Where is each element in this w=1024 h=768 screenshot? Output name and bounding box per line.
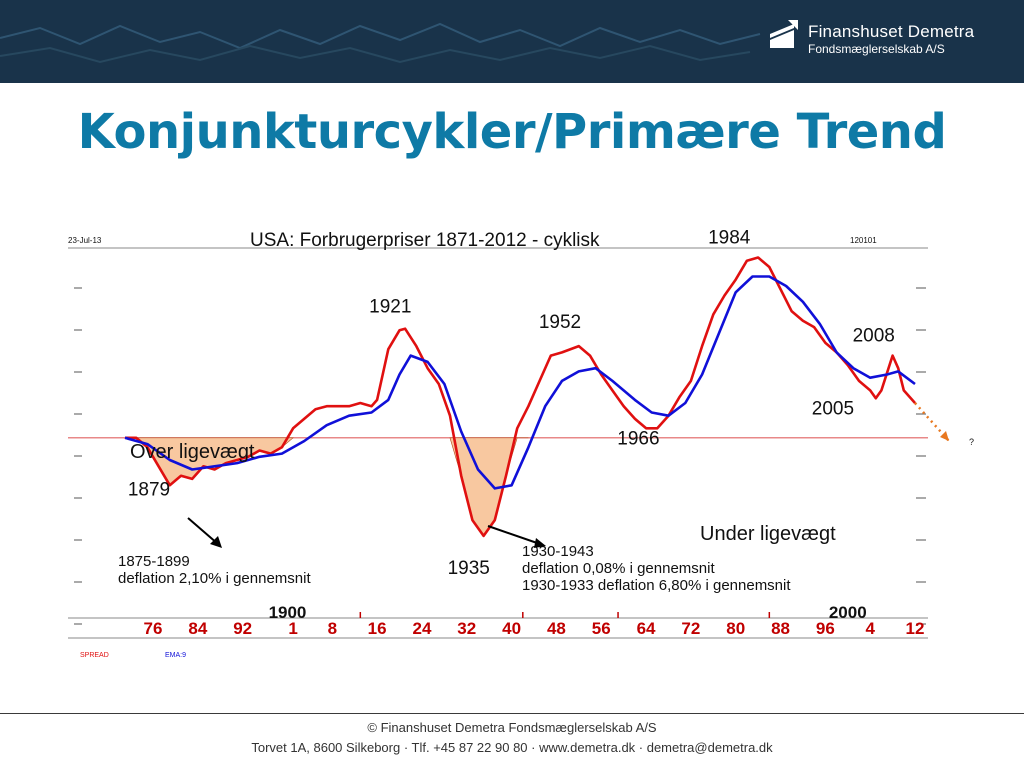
- x-tick-label: 88: [771, 619, 790, 638]
- x-tick-label: 4: [865, 619, 875, 638]
- x-tick-label: 96: [816, 619, 835, 638]
- annotation-2008: 2008: [853, 326, 895, 347]
- x-tick-label: 32: [457, 619, 476, 638]
- chart-code-label: 120101: [850, 236, 877, 245]
- header-bar: Finanshuset Demetra Fondsmæglerselskab A…: [0, 0, 1024, 83]
- annotation-1921: 1921: [369, 297, 411, 318]
- x-tick-label: 84: [188, 619, 207, 638]
- x-tick-label: 8: [328, 619, 337, 638]
- projection-arrowhead: [940, 430, 949, 441]
- series-line-ema: [124, 275, 916, 490]
- x-tick-label: 64: [637, 619, 656, 638]
- pointer-arrow-1875: [187, 517, 219, 545]
- x-tick-label: 48: [547, 619, 566, 638]
- footer-contact: Torvet 1A, 8600 Silkeborg · Tlf. +45 87 …: [251, 740, 773, 755]
- brand-subtitle: Fondsmæglerselskab A/S: [808, 42, 945, 56]
- x-tick-label: 92: [233, 619, 252, 638]
- pointer-arrowhead-1875: [210, 536, 222, 548]
- cpi-cycle-chart: 23-Jul-13 USA: Forbrugerpriser 1871-2012 …: [68, 227, 974, 659]
- annotation-1879: 1879: [128, 479, 170, 500]
- chart-date-label: 23-Jul-13: [68, 236, 102, 245]
- x-tick-label: 56: [592, 619, 611, 638]
- x-tick-label: 12: [906, 619, 925, 638]
- shaded-period-2: [449, 437, 529, 537]
- x-tick-label: 80: [726, 619, 745, 638]
- annotation-1966: 1966: [617, 428, 659, 449]
- annotation-1984: 1984: [708, 227, 751, 248]
- x-tick-label: 1: [288, 619, 297, 638]
- legend-ema: EMA:9: [165, 652, 186, 659]
- annotation-1935: 1935: [448, 558, 490, 579]
- x-tick-label: 72: [681, 619, 700, 638]
- annotation-1952: 1952: [539, 312, 581, 333]
- note-deflation-1930a: deflation 0,08% i gennemsnit: [522, 560, 715, 577]
- series-line-spread: [125, 256, 916, 538]
- century-label-1900: 1900: [269, 603, 307, 622]
- annotation-2005: 2005: [812, 398, 854, 419]
- logo-mark-icon: [770, 20, 798, 48]
- x-tick-label: 76: [144, 619, 163, 638]
- footer-copyright: © Finanshuset Demetra Fondsmæglerselskab…: [367, 720, 657, 735]
- note-deflation-1875: deflation 2,10% i gennemsnit: [118, 570, 311, 587]
- footer-divider: [0, 713, 1024, 714]
- brand-name: Finanshuset Demetra: [808, 22, 975, 41]
- note-range-1930: 1930-1943: [522, 543, 594, 560]
- legend-spread: SPREAD: [80, 652, 109, 659]
- x-tick-label: 40: [502, 619, 521, 638]
- series-lines: [124, 256, 950, 538]
- x-tick-label: 24: [412, 619, 431, 638]
- pointer-arrow-1930: [487, 525, 541, 545]
- note-deflation-1930b: 1930-1933 deflation 6,80% i gennemsnit: [522, 577, 791, 594]
- note-under-equilibrium: Under ligevægt: [700, 523, 836, 545]
- pointer-arrowhead-1930: [534, 538, 546, 548]
- slide-title: Konjunkturcykler/Primære Trend: [77, 104, 947, 160]
- note-range-1875: 1875-1899: [118, 553, 190, 570]
- header-wave-decoration: [0, 22, 761, 64]
- x-tick-label: 16: [368, 619, 387, 638]
- century-label-2000: 2000: [829, 603, 867, 622]
- note-over-equilibrium: Over ligevægt: [130, 441, 255, 463]
- chart-labels: 23-Jul-13 USA: Forbrugerpriser 1871-2012 …: [68, 227, 974, 659]
- chart-title: USA: Forbrugerpriser 1871-2012 - cyklisk: [250, 230, 600, 251]
- projection-question-mark: ?: [969, 437, 974, 447]
